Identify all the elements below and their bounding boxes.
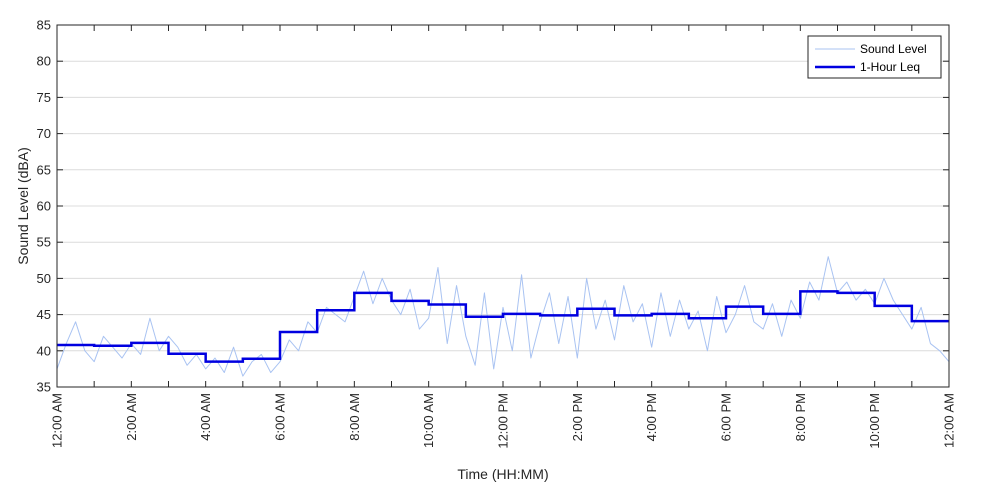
legend-box xyxy=(807,35,942,79)
x-tick-label: 12:00 AM xyxy=(50,393,65,448)
y-axis-label: Sound Level (dBA) xyxy=(15,147,31,265)
y-axis: 35 40 45 50 55 60 65 70 75 80 85 xyxy=(37,18,949,395)
legend: Sound Level 1-Hour Leq xyxy=(807,35,942,79)
x-tick-label: 4:00 PM xyxy=(644,393,659,441)
legend-sound-level-label: Sound Level xyxy=(860,42,927,56)
legend-leq-label: 1-Hour Leq xyxy=(860,60,920,74)
y-tick-label: 40 xyxy=(37,343,51,358)
x-tick-label: 4:00 AM xyxy=(198,393,213,441)
x-tick-label: 2:00 AM xyxy=(124,393,139,441)
y-tick-label: 60 xyxy=(37,199,51,214)
x-tick-label: 2:00 PM xyxy=(570,393,585,441)
sound-level-series xyxy=(56,256,950,377)
leq-step-line xyxy=(57,290,949,363)
grid-lines xyxy=(57,60,949,352)
y-tick-label: 85 xyxy=(37,18,51,33)
y-tick-label: 75 xyxy=(37,90,51,105)
y-tick-label: 70 xyxy=(37,126,51,141)
x-tick-label: 8:00 AM xyxy=(347,393,362,441)
y-tick-label: 45 xyxy=(37,307,51,322)
y-tick-label: 35 xyxy=(37,380,51,395)
y-tick-label: 50 xyxy=(37,271,51,286)
x-axis: 12:00 AM 2:00 AM 4:00 AM 6:00 AM 8:00 AM 10:0… xyxy=(50,25,957,449)
y-tick-label: 80 xyxy=(37,54,51,69)
x-tick-label: 6:00 AM xyxy=(273,393,288,441)
y-tick-label: 55 xyxy=(37,235,51,250)
x-tick-label: 12:00 PM xyxy=(496,393,511,449)
hourly-leq-series xyxy=(57,290,949,363)
y-tick-label: 65 xyxy=(37,162,51,177)
x-tick-label: 6:00 PM xyxy=(719,393,734,441)
x-tick-label: 10:00 PM xyxy=(867,393,882,449)
x-tick-label: 8:00 PM xyxy=(793,393,808,441)
x-tick-label: 12:00 AM xyxy=(942,393,957,448)
sound-level-line xyxy=(56,256,950,377)
x-axis-label: Time (HH:MM) xyxy=(457,466,548,482)
x-tick-label: 10:00 AM xyxy=(421,393,436,448)
